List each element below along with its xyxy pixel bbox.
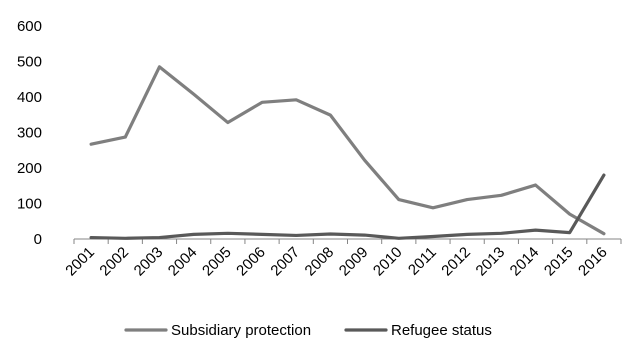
series-line-2 xyxy=(89,173,606,240)
series-layer xyxy=(89,65,606,240)
y-tick-label: 400 xyxy=(17,89,42,106)
y-tick-label: 600 xyxy=(17,18,42,35)
y-tick-label: 300 xyxy=(17,125,42,142)
y-tick-label: 100 xyxy=(17,196,42,213)
x-axis: 2001200220032004200520062007200820092010… xyxy=(62,238,622,280)
x-tick-label: 2015 xyxy=(541,244,577,280)
x-tick-label: 2011 xyxy=(405,244,440,279)
x-tick-label: 2002 xyxy=(96,244,132,280)
x-tick-label: 2013 xyxy=(473,244,509,280)
x-tick-label: 2004 xyxy=(165,244,201,280)
x-tick-label: 2005 xyxy=(199,244,235,280)
x-tick-label: 2014 xyxy=(507,244,543,280)
y-tick-label: 500 xyxy=(17,54,42,71)
series-line-1 xyxy=(89,65,606,236)
x-tick-label: 2016 xyxy=(575,244,611,280)
x-tick-label: 2009 xyxy=(336,244,372,280)
x-tick-label: 2006 xyxy=(233,244,269,280)
x-tick-label: 2012 xyxy=(438,244,474,280)
legend-label-1: Subsidiary protection xyxy=(171,322,311,339)
legend-label-2: Refugee status xyxy=(391,322,492,339)
y-tick-label: 0 xyxy=(34,231,42,248)
x-tick-label: 2008 xyxy=(302,244,338,280)
x-tick-label: 2007 xyxy=(267,244,303,280)
y-axis: 0 100 200 300 400 500 600 xyxy=(17,18,42,248)
x-tick-label: 2001 xyxy=(62,244,98,280)
legend: Subsidiary protection Refugee status xyxy=(124,322,492,339)
x-tick-label: 2010 xyxy=(370,244,406,280)
x-tick-label: 2003 xyxy=(131,244,167,280)
y-tick-label: 200 xyxy=(17,160,42,177)
